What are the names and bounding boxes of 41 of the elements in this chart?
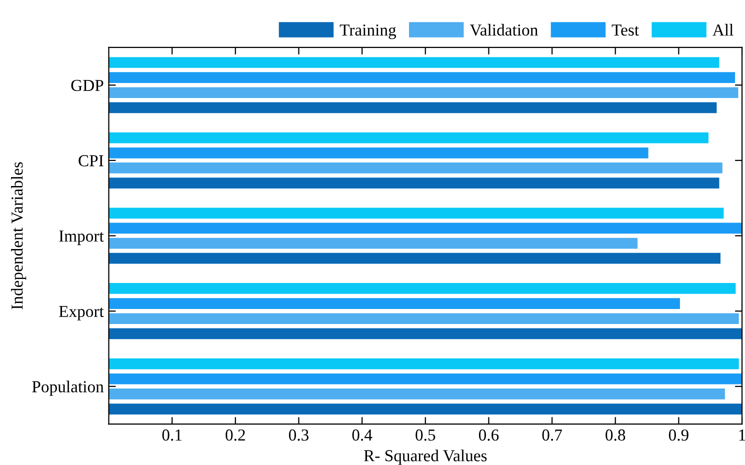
bar [108,283,736,294]
bar [108,298,680,309]
bar [108,132,708,144]
bar [108,57,720,68]
x-tick-label: 0.1 [162,429,182,441]
x-tick-label: 0.3 [288,429,309,441]
legend-label: All [712,24,734,36]
y-tick-label: Import [59,230,104,246]
y-axis-title: Independent Variables [11,162,26,310]
x-tick-label: 0.2 [226,429,245,441]
x-tick-label: 0.4 [352,429,372,441]
bar [108,102,717,114]
bar [108,147,648,158]
x-tick-label: 0.5 [416,429,436,441]
x-tick-label: 0.9 [668,429,688,441]
legend-label: Test [612,24,639,36]
bar [108,404,742,414]
bar [108,373,742,384]
bar [108,87,738,98]
y-tick-label: GDP [71,80,104,92]
x-tick-label: 0.8 [606,429,626,441]
legend-label: Training [340,24,396,40]
bar [108,162,722,174]
bar [108,222,742,234]
x-tick-label: 1 [739,430,745,441]
bar [108,208,724,219]
x-axis-title: R- Squared Values [364,450,487,465]
x-tick-label: 0.7 [542,429,562,441]
bar [108,72,736,83]
bar [108,388,725,400]
x-tick-label: 0.6 [478,429,499,441]
y-tick-label: CPI [78,155,104,166]
y-tick-label: Population [32,380,104,396]
bar [108,358,739,370]
bar [108,252,720,264]
bar [108,313,739,324]
y-tick-label: Export [59,306,104,320]
bar [108,238,638,249]
bar [108,328,742,340]
legend-label: Validation [470,24,538,36]
bar [108,178,720,188]
